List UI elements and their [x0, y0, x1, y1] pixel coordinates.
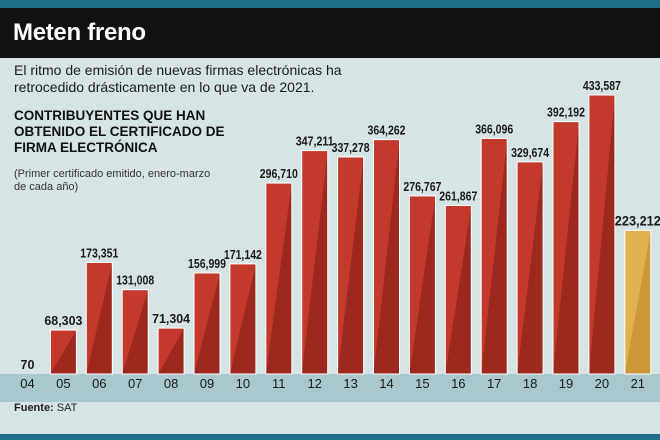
- value-label: 366,096: [475, 122, 513, 136]
- x-tick-label: 09: [200, 376, 214, 391]
- bar-outline: [301, 150, 329, 375]
- bar-outline: [444, 204, 472, 375]
- bar-shade: [481, 138, 508, 374]
- value-label: 71,304: [152, 312, 190, 326]
- bar-06: [85, 261, 113, 375]
- x-tick-label: 07: [128, 376, 142, 391]
- value-label: 433,587: [583, 79, 621, 93]
- page-title: Meten freno: [13, 19, 146, 46]
- bar-outline: [337, 156, 365, 375]
- x-tick-label: 11: [272, 376, 286, 391]
- bar-shade: [337, 156, 364, 374]
- chart-title: CONTRIBUYENTES QUE HAN OBTENIDO EL CERTI…: [14, 108, 225, 155]
- bar-07: [121, 289, 149, 375]
- bar-shade: [409, 195, 436, 374]
- bar-13: [337, 156, 365, 375]
- x-tick-label: 21: [631, 376, 645, 391]
- value-label: 156,999: [188, 257, 226, 271]
- bar-08: [157, 327, 185, 375]
- bar-17: [480, 137, 508, 375]
- bar-shade: [517, 161, 544, 374]
- value-label: 337,278: [332, 141, 370, 155]
- bar-shade: [553, 121, 579, 375]
- bar-outline: [157, 327, 185, 375]
- bar-outline: [408, 195, 436, 375]
- bar-shade: [265, 183, 292, 374]
- source-value: SAT: [56, 402, 78, 414]
- bar-05: [49, 329, 77, 375]
- value-label: 171,142: [224, 248, 262, 262]
- x-tick-label: 16: [451, 376, 465, 391]
- bar-10: [229, 263, 257, 375]
- bar-19: [552, 121, 580, 375]
- bar-shade: [229, 263, 256, 374]
- x-tick-label: 15: [415, 376, 429, 391]
- source-label: Fuente:: [14, 402, 54, 414]
- header-bar: Meten freno: [0, 8, 660, 58]
- x-tick-label: 10: [236, 376, 250, 391]
- bar-18: [516, 161, 544, 375]
- value-label: 261,867: [439, 189, 477, 203]
- bar-shade: [122, 289, 149, 374]
- value-label: 223,212: [615, 212, 660, 228]
- bar-outline: [373, 139, 400, 375]
- x-tick-label: 17: [487, 376, 501, 391]
- value-label: 392,192: [547, 106, 585, 120]
- bar-outline: [265, 182, 293, 375]
- bar-shade: [158, 328, 185, 374]
- value-label: 70: [21, 358, 35, 372]
- bar-outline: [85, 261, 113, 375]
- bar-09: [193, 272, 221, 375]
- value-label: 347,211: [296, 135, 334, 149]
- bar-shade: [301, 150, 328, 374]
- value-label: 276,767: [403, 180, 441, 194]
- subtitle: El ritmo de emisión de nuevas firmas ele…: [14, 62, 342, 95]
- value-label: 68,303: [44, 314, 82, 328]
- source-line: Fuente: SAT: [14, 402, 77, 414]
- bar-11: [265, 182, 293, 375]
- bar-16: [444, 204, 472, 375]
- value-label: 173,351: [80, 246, 118, 260]
- x-tick-label: 05: [56, 376, 70, 391]
- bar-outline: [624, 229, 652, 375]
- bar-outline: [193, 272, 221, 375]
- bar-shade: [624, 230, 651, 374]
- bar-shade: [445, 205, 472, 374]
- x-tick-label: 20: [595, 376, 609, 391]
- bar-outline: [516, 161, 544, 375]
- x-tick-label: 18: [523, 376, 537, 391]
- bar-outline: [552, 121, 580, 375]
- x-tick-label: 06: [92, 376, 106, 391]
- bar-shade: [50, 330, 77, 374]
- bar-shade: [588, 95, 615, 374]
- x-tick-label: 12: [307, 376, 321, 391]
- bar-shade: [86, 262, 113, 374]
- x-tick-label: 04: [20, 376, 34, 391]
- x-axis-band: [0, 374, 660, 402]
- bar-15: [408, 195, 436, 375]
- x-tick-label: 13: [343, 376, 357, 391]
- bar-12: [301, 150, 329, 375]
- value-label: 364,262: [368, 124, 406, 138]
- bar-shade: [194, 272, 220, 374]
- bar-21: [624, 229, 652, 375]
- bar-14: [373, 139, 400, 375]
- value-label: 296,710: [260, 167, 298, 181]
- x-tick-label: 19: [559, 376, 573, 391]
- x-tick-label: 14: [379, 376, 393, 391]
- bar-outline: [49, 329, 77, 375]
- value-label: 131,008: [116, 274, 154, 288]
- bar-outline: [229, 263, 257, 375]
- chart-note: (Primer certificado emitido, enero-marzo…: [14, 168, 211, 193]
- bar-20: [588, 94, 616, 375]
- bar-outline: [480, 137, 508, 375]
- bar-shade: [373, 139, 400, 374]
- value-label: 329,674: [511, 146, 549, 160]
- bar-outline: [588, 94, 616, 375]
- bar-outline: [121, 289, 149, 375]
- x-tick-label: 08: [164, 376, 178, 391]
